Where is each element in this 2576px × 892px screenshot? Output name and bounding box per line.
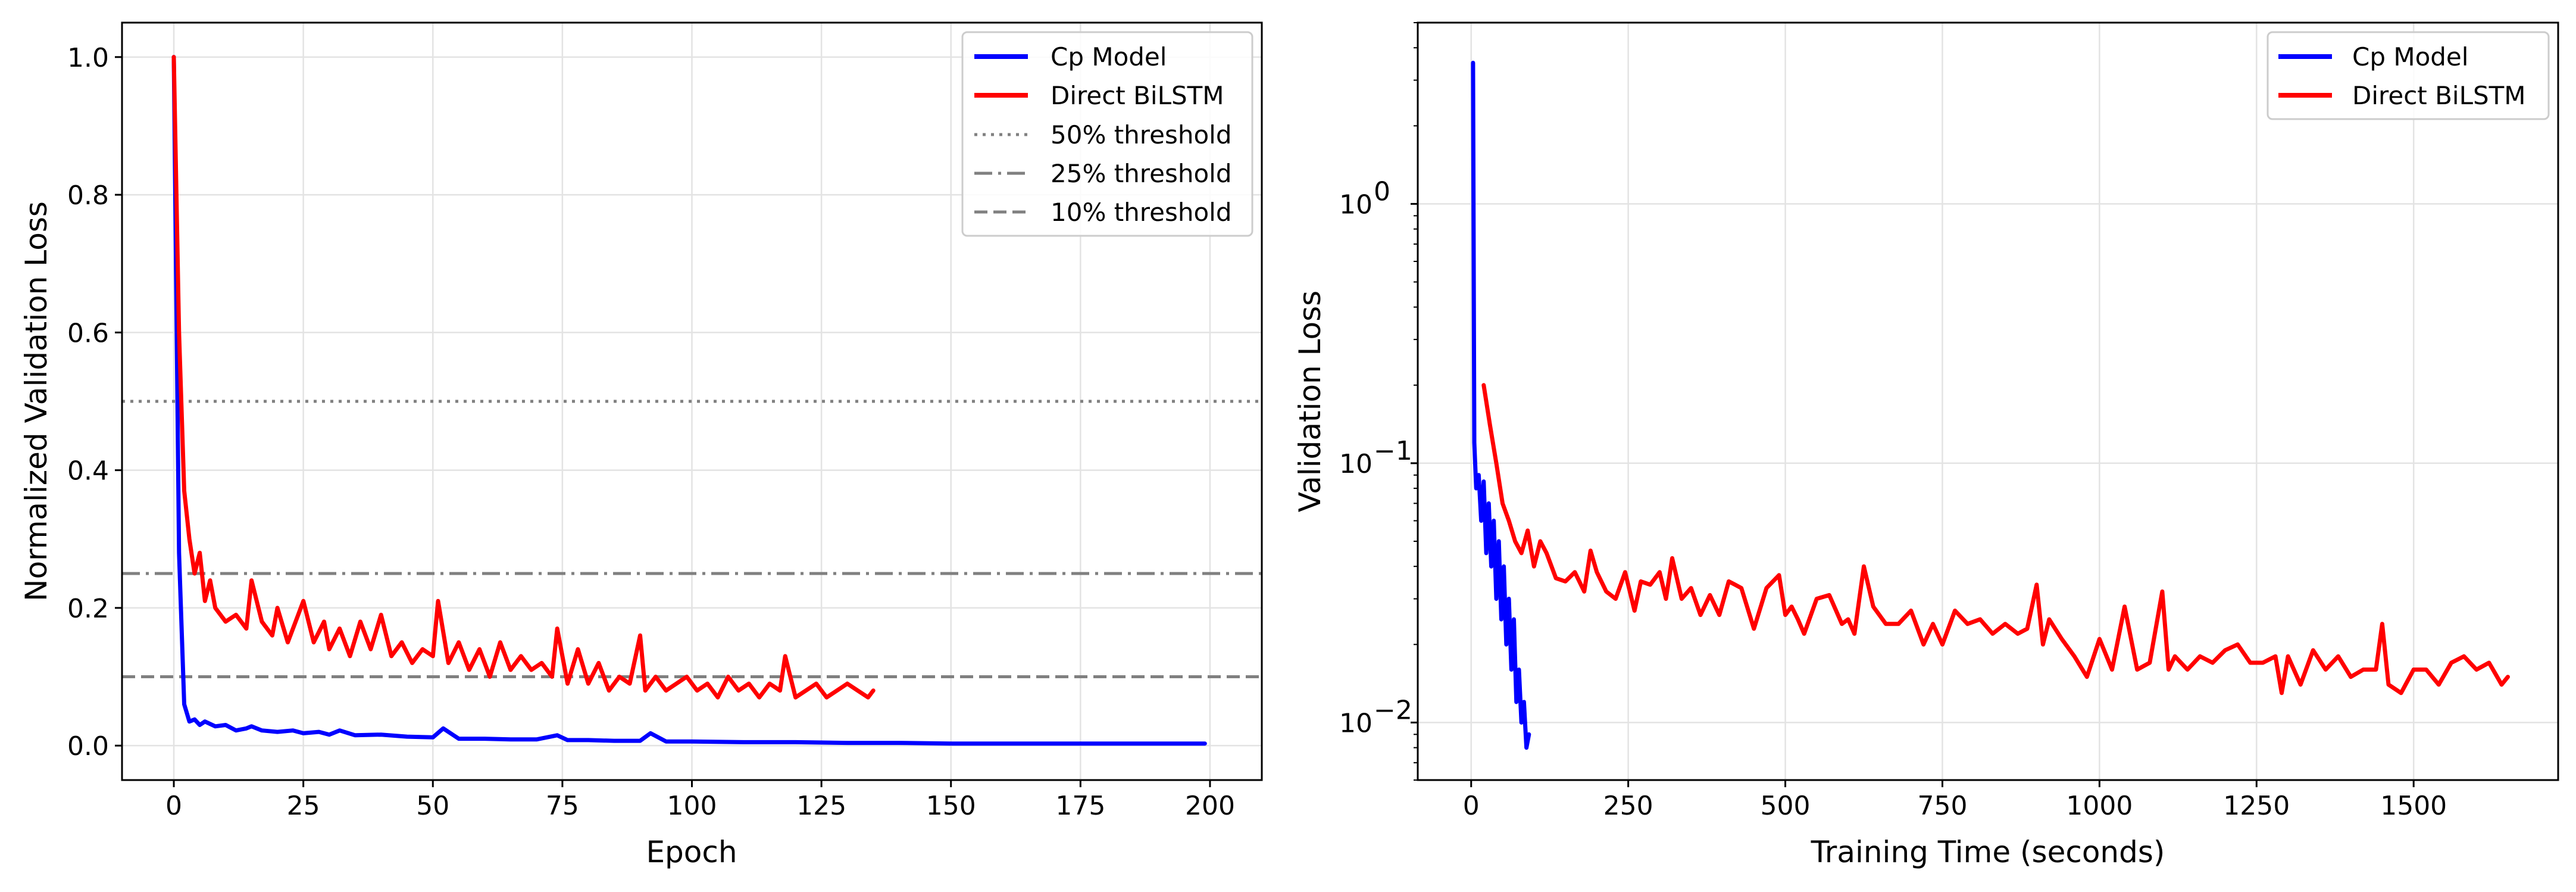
left-series-lines — [171, 55, 1207, 746]
right-x-axis-label: Training Time (seconds) — [1811, 835, 2165, 869]
left-x-tick-label: 125 — [796, 791, 846, 821]
left-y-tick-label: 0.6 — [67, 318, 109, 348]
right-x-tick-label: 1500 — [2380, 791, 2447, 821]
left-y-tick-label: 0.0 — [67, 731, 109, 762]
right-y-tick-exponent: 0 — [1374, 176, 1390, 207]
right-x-tick-label: 1000 — [2066, 791, 2133, 821]
left-series-cp-model — [171, 55, 1207, 746]
left-legend-label-50: 50% threshold — [1051, 120, 1232, 149]
left-y-tick-label: 0.4 — [67, 456, 109, 486]
left-y-tick-label: 0.8 — [67, 180, 109, 211]
left-y-axis-label: Normalized Validation Loss — [19, 201, 54, 601]
left-x-tick-label: 175 — [1055, 791, 1105, 821]
left-legend-label-25: 25% threshold — [1051, 159, 1232, 188]
left-x-axis-label: Epoch — [646, 835, 737, 869]
left-legend-label-cp: Cp Model — [1051, 42, 1167, 71]
right-plot-frame — [1417, 21, 2559, 781]
right-y-tick-label: 10 — [1339, 708, 1373, 738]
left-legend-label-10: 10% threshold — [1051, 198, 1232, 227]
right-y-tick-exponent: −2 — [1374, 695, 1412, 725]
left-threshold-lines — [122, 400, 1262, 679]
left-series-direct-bilstm — [171, 55, 876, 700]
left-x-tick-label: 50 — [416, 791, 449, 821]
right-x-tick-label: 500 — [1761, 791, 1811, 821]
right-x-tick-label: 0 — [1463, 791, 1480, 821]
left-x-tick-label: 150 — [926, 791, 976, 821]
right-legend-box — [2266, 31, 2550, 120]
right-series-lines — [1471, 61, 2510, 750]
right-legend-label-bilstm: Direct BiLSTM — [2352, 81, 2526, 110]
right-x-tick-label: 250 — [1603, 791, 1653, 821]
right-series-cp-model — [1471, 61, 1531, 750]
right-y-axis-label: Validation Loss — [1293, 291, 1327, 512]
left-chart: 0 25 50 75 100 125 150 175 200 0.0 0.2 0.4 0.6 0.8 1.0… — [19, 21, 1263, 869]
right-y-tick-exponent: −1 — [1374, 436, 1412, 466]
left-legend-box — [961, 31, 1253, 237]
right-gridlines — [1418, 23, 2558, 780]
right-x-tick-label: 750 — [1917, 791, 1967, 821]
right-series-direct-bilstm — [1481, 383, 2510, 695]
right-x-tick-label: 1250 — [2223, 791, 2290, 821]
left-x-tick-label: 25 — [287, 791, 320, 821]
right-y-tick-label: 10 — [1339, 189, 1373, 220]
left-x-tick-label: 100 — [667, 791, 717, 821]
left-legend-label-bilstm: Direct BiLSTM — [1051, 81, 1224, 110]
right-y-tick-label: 10 — [1339, 449, 1373, 479]
left-x-tick-label: 200 — [1185, 791, 1235, 821]
left-x-tick-label: 75 — [546, 791, 579, 821]
left-x-tick-label: 0 — [165, 791, 182, 821]
left-legend: Cp Model Direct BiLSTM 50% threshold 25%… — [961, 31, 1253, 237]
left-y-tick-label: 0.2 — [67, 594, 109, 624]
right-legend: Cp Model Direct BiLSTM — [2266, 31, 2550, 120]
left-axis-ticks: 0 25 50 75 100 125 150 175 200 0.0 0.2 0.4 0.6 0.8 1.0 — [67, 43, 1235, 821]
right-legend-label-cp: Cp Model — [2352, 42, 2468, 71]
left-y-tick-label: 1.0 — [67, 43, 109, 73]
